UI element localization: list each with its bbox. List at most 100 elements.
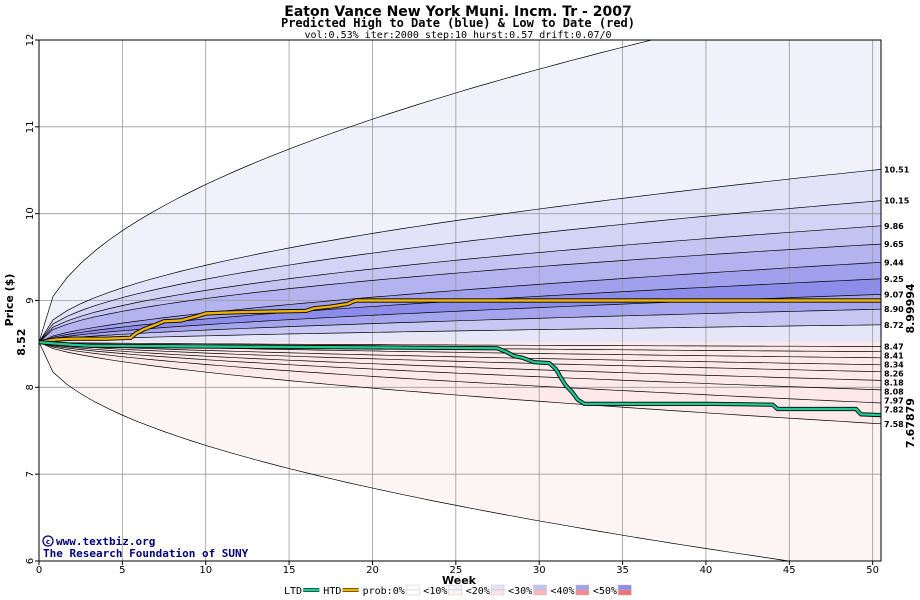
high-band-0 xyxy=(39,40,881,343)
low-boundary-1 xyxy=(39,341,881,347)
high-band-7 xyxy=(39,294,881,343)
band-end-label-9.25: 9.25 xyxy=(884,275,904,284)
x-tick-label-50: 50 xyxy=(866,565,879,576)
high-boundary-8 xyxy=(39,308,881,343)
low-boundary-0 xyxy=(39,342,792,561)
low-boundary-6 xyxy=(39,341,881,381)
band-end-labels: 10.51 10.15 9.86 9.65 9.44 9.25 9.07 8.90 8.72 8.… xyxy=(884,165,910,428)
legend: LTD HTD prob:0% <10% <20% <30% <40% <50% xyxy=(284,584,632,597)
credit: c www.textbiz.org The Research Foundatio… xyxy=(42,535,249,560)
band-end-label-8.41: 8.41 xyxy=(884,352,904,361)
band-end-label-8.72: 8.72 xyxy=(884,321,904,330)
band-end-label-9.07: 9.07 xyxy=(884,290,904,299)
y-tick-label-10: 10 xyxy=(25,207,36,220)
x-tick-label-0: 0 xyxy=(36,565,42,576)
legend-item-3-swatch-top xyxy=(448,584,462,591)
low-boundary-7 xyxy=(39,341,881,391)
copyright-icon xyxy=(42,535,54,547)
band-end-label-8.18: 8.18 xyxy=(884,379,904,388)
chart-parameters: vol:0.53% iter:2000 step:10 hurst:0.57 d… xyxy=(304,30,611,41)
high-boundary-3 xyxy=(39,225,881,343)
legend-item-3-label: <10% xyxy=(423,586,447,597)
x-axis-ticks: 0 5 10 15 20 25 30 35 40 45 50 xyxy=(36,561,879,576)
band-end-label-9.65: 9.65 xyxy=(884,240,904,249)
legend-item-7-label: <50% xyxy=(593,586,617,597)
legend-item-6-swatch-top xyxy=(575,584,590,591)
band-end-label-10.15: 10.15 xyxy=(884,197,910,206)
legend-item-5-label: <30% xyxy=(508,586,532,597)
band-end-label-7.82: 7.82 xyxy=(884,406,904,415)
band-end-label-8.08: 8.08 xyxy=(884,388,904,397)
band-end-label-8.47: 8.47 xyxy=(884,343,904,352)
htd-end-label: 8.99994 xyxy=(904,283,917,333)
copyright-icon-letter: c xyxy=(46,538,50,546)
high-band-3 xyxy=(39,225,881,343)
band-end-label-10.51: 10.51 xyxy=(884,165,910,174)
band-end-label-8.90: 8.90 xyxy=(884,305,904,314)
x-tick-label-25: 25 xyxy=(449,565,462,576)
high-band-8 xyxy=(39,309,881,343)
x-tick-label-30: 30 xyxy=(533,565,546,576)
legend-item-2-swatch-bottom xyxy=(406,589,420,596)
legend-item-0-line xyxy=(303,588,320,592)
legend-item-6-label: <40% xyxy=(551,586,575,597)
legend-item-3-swatch-bottom xyxy=(448,589,462,596)
high-boundary-1 xyxy=(39,169,881,343)
series-line-htd xyxy=(39,299,881,344)
high-boundary-9 xyxy=(39,324,881,343)
y-tick-label-6: 6 xyxy=(25,558,36,564)
low-boundary-5 xyxy=(39,341,881,373)
high-boundary-0 xyxy=(39,40,654,343)
legend-item-7-swatch-top xyxy=(618,584,632,591)
chart-title: Eaton Vance New York Muni. Incm. Tr - 20… xyxy=(284,4,631,20)
legend-item-1-line xyxy=(342,588,359,592)
band-end-label-8.26: 8.26 xyxy=(884,370,904,379)
x-axis-label: Week xyxy=(442,574,477,587)
legend-item-5-swatch-top xyxy=(533,584,547,591)
legend-item-5-swatch-bottom xyxy=(533,589,547,596)
band-end-label-7.58: 7.58 xyxy=(884,420,904,429)
y-tick-label-12: 12 xyxy=(25,34,36,47)
legend-item-2-swatch-top xyxy=(406,584,420,591)
legend-item-4-label: <20% xyxy=(466,586,490,597)
band-end-label-9.86: 9.86 xyxy=(884,222,904,231)
high-boundary-4 xyxy=(39,243,881,343)
legend-item-2-label: prob:0% xyxy=(363,586,405,597)
chart-subtitle: Predicted High to Date (blue) & Low to D… xyxy=(281,16,635,30)
legend-item-4-swatch-top xyxy=(490,584,505,591)
x-tick-label-10: 10 xyxy=(199,565,212,576)
credit-url: www.textbiz.org xyxy=(56,535,155,548)
series-line-ltd xyxy=(39,341,881,417)
high-band-1 xyxy=(39,169,881,343)
y-axis-ticks: 6 7 8 9 10 11 12 xyxy=(25,34,39,564)
x-tick-label-5: 5 xyxy=(119,565,125,576)
x-tick-label-40: 40 xyxy=(700,565,713,576)
series-lines xyxy=(39,298,881,418)
legend-item-7-swatch-bottom xyxy=(618,589,632,596)
band-end-label-9.44: 9.44 xyxy=(884,258,904,267)
ltd-end-label: 7.67879 xyxy=(904,398,917,448)
high-boundary-2 xyxy=(39,200,881,343)
probability-bands xyxy=(39,40,881,561)
y-tick-label-7: 7 xyxy=(25,471,36,477)
legend-item-6-swatch-bottom xyxy=(575,589,590,596)
x-tick-label-35: 35 xyxy=(616,565,629,576)
high-band-2 xyxy=(39,200,881,343)
y-tick-label-8: 8 xyxy=(25,384,36,390)
legend-item-4-swatch-bottom xyxy=(490,589,505,596)
high-band-6 xyxy=(39,278,881,343)
high-band-9 xyxy=(39,324,881,343)
high-boundary-5 xyxy=(39,261,881,343)
low-boundary-9 xyxy=(39,341,881,425)
y-tick-label-11: 11 xyxy=(25,120,36,133)
x-tick-label-15: 15 xyxy=(283,565,296,576)
y-tick-label-9: 9 xyxy=(25,297,36,303)
start-price-label: 8.52 xyxy=(15,329,28,356)
credit-org: The Research Foundation of SUNY xyxy=(43,547,249,560)
high-band-5 xyxy=(39,262,881,343)
low-boundary-8 xyxy=(39,341,881,404)
y-axis-label: Price ($) xyxy=(3,274,16,327)
band-end-label-7.97: 7.97 xyxy=(884,397,904,406)
band-end-label-8.34: 8.34 xyxy=(884,361,904,370)
